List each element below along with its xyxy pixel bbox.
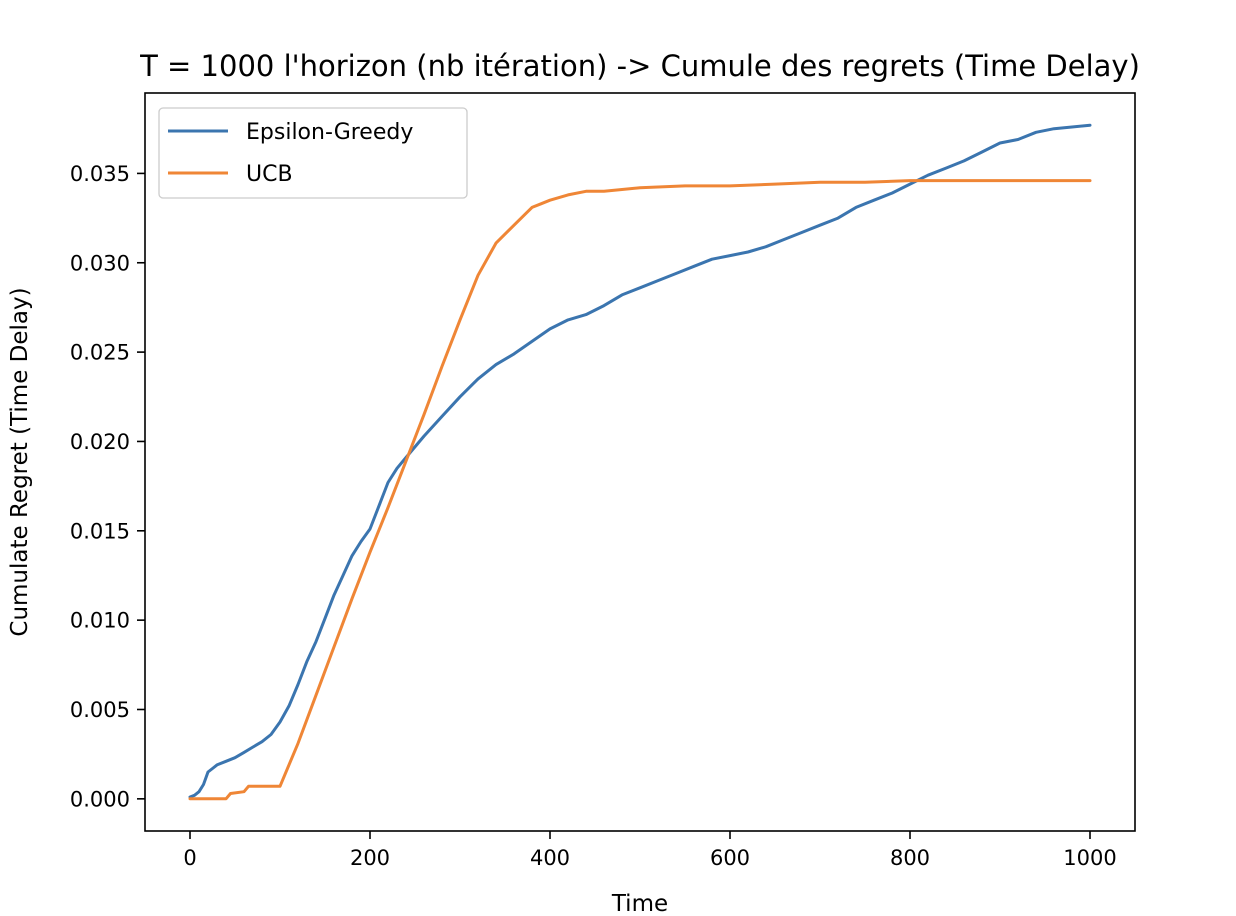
y-tick-label: 0.010 xyxy=(70,609,130,633)
series-layer xyxy=(188,123,1092,801)
y-tick-label: 0.025 xyxy=(70,341,130,365)
legend-label-ucb: UCB xyxy=(246,162,293,187)
chart-title: T = 1000 l'horizon (nb itération) -> Cum… xyxy=(139,49,1140,83)
y-tick-label: 0.020 xyxy=(70,430,130,454)
x-tick-label: 800 xyxy=(890,846,930,870)
x-tick-label: 400 xyxy=(530,846,570,870)
y-axis-label: Cumulate Regret (Time Delay) xyxy=(7,287,33,636)
y-axis: 0.000 0.005 0.010 0.015 0.020 0.025 0.030 0.035 xyxy=(70,162,145,811)
x-axis: 0 200 400 600 800 1000 xyxy=(183,831,1117,870)
series-line-epsilon-greedy xyxy=(188,123,1092,799)
x-tick-label: 0 xyxy=(183,846,196,870)
plot-area-frame xyxy=(144,92,1136,832)
y-tick-label: 0.030 xyxy=(70,251,130,275)
x-axis-label: Time xyxy=(611,891,668,916)
legend-box xyxy=(158,107,468,199)
legend: Epsilon-Greedy UCB xyxy=(158,107,468,199)
x-tick-label: 200 xyxy=(350,846,390,870)
y-tick-label: 0.035 xyxy=(70,162,130,186)
x-tick-label: 600 xyxy=(710,846,750,870)
x-tick-label: 1000 xyxy=(1063,846,1116,870)
y-tick-label: 0.000 xyxy=(70,787,130,811)
series-line-ucb xyxy=(188,179,1092,801)
y-tick-label: 0.015 xyxy=(70,519,130,543)
y-tick-label: 0.005 xyxy=(70,698,130,722)
legend-label-epsilon-greedy: Epsilon-Greedy xyxy=(246,120,413,145)
